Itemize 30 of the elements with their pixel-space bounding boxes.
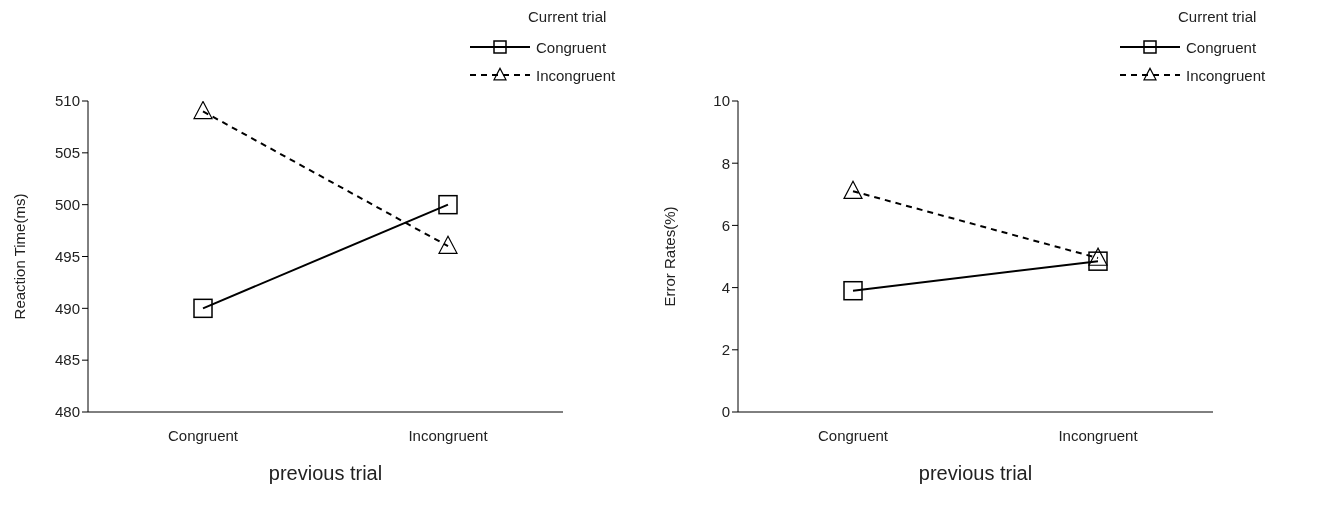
- y-tick-label: 510: [54, 92, 80, 110]
- y-tick-label: 480: [54, 403, 80, 421]
- y-tick-label: 500: [54, 195, 80, 213]
- x-axis-title: previous trial: [268, 462, 383, 484]
- x-tick-label: Congruent: [817, 426, 889, 444]
- y-tick-label: 490: [54, 299, 80, 317]
- point: [438, 194, 458, 215]
- x-tick-label: Congruent: [167, 426, 239, 444]
- y-tick-label: 495: [54, 247, 80, 265]
- legend-label: Incongruent: [1186, 66, 1266, 84]
- y-tick-label: 10: [713, 92, 730, 110]
- legend-label: Congruent: [536, 38, 607, 56]
- y-tick-label: 8: [721, 154, 730, 172]
- x-axis-title: previous trial: [918, 462, 1033, 484]
- legend-label: Congruent: [1186, 38, 1257, 56]
- legend-title: Current trial: [1177, 8, 1258, 25]
- legend-title: Current trial: [527, 8, 608, 25]
- y-tick-label: 0: [721, 403, 730, 421]
- x-tick-label: Incongruent: [1058, 426, 1139, 444]
- x-tick-label: Incongruent: [408, 426, 489, 444]
- y-axis-title: Reaction Time(ms): [11, 193, 29, 320]
- y-tick-label: 4: [721, 278, 730, 296]
- point: [843, 280, 863, 301]
- legend-label: Incongruent: [536, 66, 616, 84]
- y-tick-label: 6: [721, 216, 730, 234]
- point: [193, 298, 213, 319]
- y-tick-label: 485: [54, 351, 80, 369]
- y-tick-label: 505: [54, 144, 80, 162]
- y-axis-title: Error Rates(%): [661, 206, 679, 307]
- y-tick-label: 2: [721, 341, 730, 359]
